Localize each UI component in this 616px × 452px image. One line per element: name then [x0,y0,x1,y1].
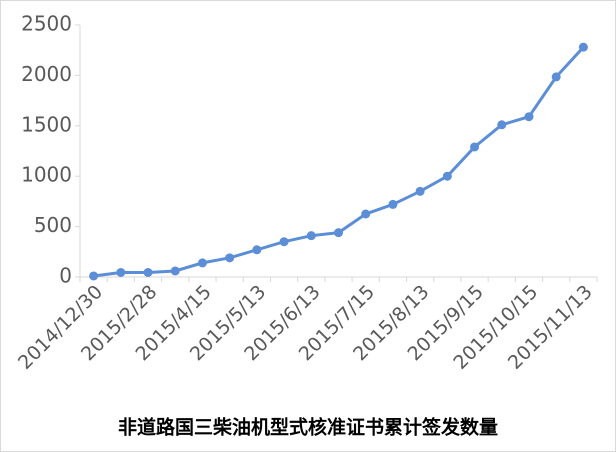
point [524,112,534,122]
point [497,120,507,130]
point [334,228,343,238]
y-tick-label: 0 [59,264,72,288]
point [306,231,316,241]
point [279,237,289,247]
point [252,245,262,255]
y-tick-label: 2000 [21,62,72,86]
point [578,42,588,52]
point [197,258,207,268]
point [470,142,480,152]
point [225,253,235,263]
point [388,199,398,209]
y-tick-label: 1000 [21,163,72,187]
point [442,171,452,181]
y-tick-label: 1500 [21,112,72,136]
point [415,186,425,196]
point [143,267,153,277]
chart-title: 非道路国三柴油机型式核准证书累计签发数量 [118,416,498,439]
point [551,72,561,82]
point [116,267,126,277]
point [170,266,180,276]
point [361,209,371,219]
point [89,271,99,281]
y-tick-label: 2500 [21,12,72,36]
y-tick-label: 500 [34,213,72,237]
